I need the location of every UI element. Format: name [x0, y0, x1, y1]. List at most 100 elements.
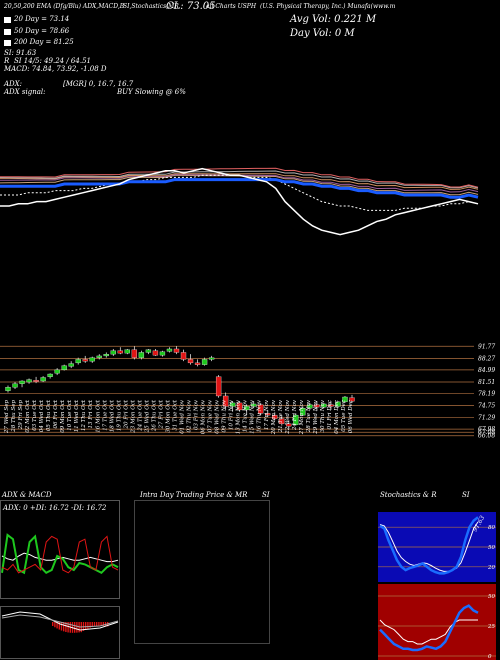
ema-band-line-4 [0, 167, 479, 188]
ema-band-line-0 [0, 174, 479, 196]
date-tick-label: 11 Wed Oct [74, 399, 80, 432]
date-tick-label: 27 Wed Sep [4, 400, 10, 434]
date-tick-label: 05 Tue Dec [341, 400, 347, 432]
header-line1c: all Charts USPH [206, 3, 257, 10]
date-tick-label: 30 Mon Oct [165, 399, 171, 433]
candle-body [187, 359, 194, 364]
si-panel-title-2: SI [462, 491, 470, 499]
macd-frame [0, 606, 120, 659]
candle-body [230, 402, 236, 407]
candle-body [159, 351, 166, 356]
macd-hist-bar [102, 622, 104, 626]
date-tick-label: 18 Wed Oct [109, 399, 115, 432]
candle-body [279, 418, 285, 424]
date-tick-label: 01 Wed Nov [180, 399, 186, 434]
candle-body [12, 383, 18, 388]
stoch-d-line [379, 521, 479, 572]
date-tick-label: 08 Wed Nov [215, 399, 221, 434]
macd-hist-bar [58, 622, 60, 630]
si-b: SI 14/5: 49.24 / 64.51 [14, 57, 91, 65]
ema50-swatch [4, 29, 11, 35]
buy-signal: BUY Slowing @ 6% [117, 88, 186, 96]
date-tick-label: 27 Fri Oct [158, 399, 164, 429]
adx-macd-panel: ADX: 0 +DI: 16.72 -DI: 16.72 [0, 500, 120, 659]
candle-body [265, 413, 271, 416]
date-tick-label: 10 Fri Nov [229, 399, 235, 430]
macd-hist-bar [54, 622, 56, 628]
si-a: SI: 91.63 [4, 49, 37, 57]
price-tick-label: 74.75 [478, 403, 495, 410]
date-tick-label: 28 Thu Sep [11, 400, 17, 433]
candle-body [237, 402, 243, 411]
candle-body [138, 352, 145, 358]
macd-signal-line [1, 614, 119, 628]
candle-body [342, 396, 348, 403]
stoch-k-line [379, 516, 479, 575]
candle-body [208, 357, 215, 360]
candle-body [131, 349, 138, 358]
stoch-tick-label: 80 [488, 525, 495, 531]
ema-chart [0, 167, 479, 236]
candle-body [75, 359, 81, 364]
date-tick-label: 24 Tue Oct [137, 399, 143, 432]
date-tick-label: 29 Fri Sep [18, 400, 24, 431]
si-tick-label: 0 [488, 654, 492, 660]
macd-hist-bar [74, 622, 76, 633]
si-tick-label: 50 [488, 594, 495, 600]
si-r: R [4, 57, 10, 65]
candle-body [145, 349, 152, 353]
candle-body [258, 404, 264, 414]
si-panel-title: SI [262, 491, 270, 499]
date-tick-label: 04 Mon Dec [334, 400, 340, 434]
date-tick-label: 12 Thu Oct [81, 399, 87, 431]
date-tick-label: 06 Fri Oct [53, 399, 59, 428]
candle-body [300, 407, 306, 416]
candle-body [89, 357, 95, 362]
date-tick-label: 21 Tue Nov [278, 399, 284, 433]
candle-body [293, 414, 299, 426]
candle-body [124, 349, 130, 354]
adx-values: ADX: 0 +DI: 16.72 -DI: 16.72 [2, 504, 107, 512]
candle-body [152, 350, 159, 356]
price-tick-label: 81.51 [478, 379, 495, 386]
day-vol: Day Vol: 0 M [290, 28, 355, 39]
candle-body [286, 423, 292, 427]
header-line1d: (U.S. Physical Therapy, Inc.) Munafa(www… [260, 3, 396, 10]
ema200-line [0, 178, 479, 199]
close-label: CL: 73.05 [166, 1, 216, 12]
date-tick-label: 20 Fri Oct [123, 399, 129, 429]
date-tick-label: 09 Thu Nov [222, 399, 228, 432]
candle-body [314, 404, 320, 408]
date-tick-label: 14 Tue Nov [243, 399, 249, 432]
si-tick-label: 25 [487, 624, 495, 630]
adx-mgr: [MGR] 0, 16.7, 16.7 [63, 80, 134, 88]
price-tick-label: 88.27 [478, 355, 495, 362]
macd-hist-bar [87, 622, 89, 629]
macd-hist-bar [63, 622, 65, 632]
si-line [379, 604, 479, 652]
candle-body [173, 348, 180, 353]
date-tick-label: 15 Wed Nov [250, 399, 256, 434]
date-tick-label: 02 Thu Nov [187, 399, 193, 432]
candle-body [335, 401, 341, 407]
candle-body [82, 359, 88, 362]
candle-body [61, 365, 67, 371]
macd-hist-bar [76, 622, 78, 633]
candle-body [96, 355, 102, 358]
date-tick-label: 25 Wed Oct [144, 399, 150, 433]
date-tick-label: 16 Thu Nov [257, 399, 263, 432]
intra-day-panel [134, 500, 270, 644]
candle-body [103, 354, 109, 357]
ema-band-line-3 [0, 170, 479, 189]
date-tick-label: 26 Thu Oct [151, 399, 157, 432]
macd-hist-bar [93, 622, 96, 627]
header-line1: 20,50,200 EMA (Dfg/Blu) ADX,MACD,B [4, 3, 125, 10]
stoch-panel-title: Stochastics & R [380, 491, 437, 499]
candle-body [68, 363, 74, 367]
date-tick-label: 23 Mon Oct [130, 399, 136, 434]
macd-hist-bar [89, 622, 91, 628]
candle-body [251, 403, 257, 407]
date-tick-label: 31 Tue Oct [172, 399, 178, 431]
ema200-swatch [4, 40, 11, 46]
